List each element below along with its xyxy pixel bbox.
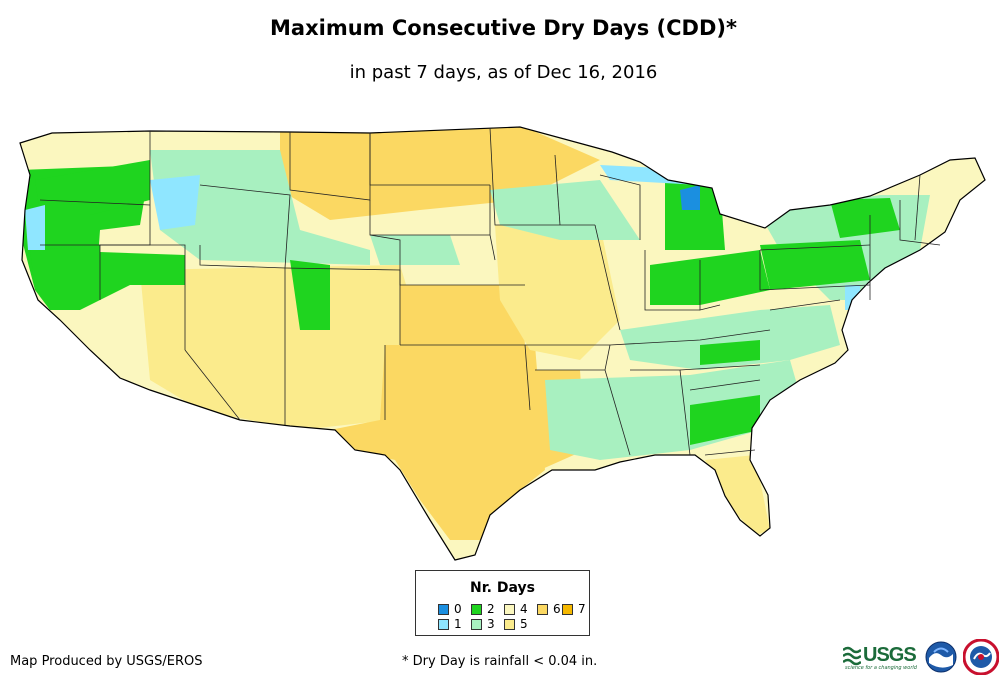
us-outline <box>19 126 986 561</box>
region-texas-6 <box>330 345 545 540</box>
region-appalachian-3 <box>620 305 840 370</box>
legend-item-0: 0 <box>438 603 462 616</box>
legend-title: Nr. Days <box>470 580 535 596</box>
legend-item-4: 4 <box>504 603 528 616</box>
legend-item-7: 7 <box>562 603 586 616</box>
dry-day-footnote: * Dry Day is rainfall < 0.04 in. <box>402 654 598 669</box>
region-ohio-2 <box>650 250 770 305</box>
region-pennsylvania-2 <box>760 240 870 290</box>
region-north-carolina-2 <box>700 340 760 365</box>
usgs-logo: USGS science for a changing world <box>843 644 917 671</box>
legend-item-5: 5 <box>504 618 528 631</box>
region-idaho-1 <box>150 175 200 230</box>
region-mid-atlantic-1 <box>845 285 860 310</box>
usgs-wave-icon <box>843 646 861 666</box>
region-new-york-2 <box>830 198 900 238</box>
region-northern-rockies-3 <box>150 150 370 265</box>
legend-item-1: 1 <box>438 618 462 631</box>
noaa-logo <box>925 641 957 673</box>
map-subtitle: in past 7 days, as of Dec 16, 2016 <box>349 62 658 83</box>
region-california-2 <box>30 245 100 310</box>
region-nevada-2 <box>100 252 185 300</box>
region-nebraska-3 <box>370 235 460 265</box>
region-southwest-5 <box>140 265 420 430</box>
region-colorado-2 <box>290 260 330 330</box>
map-credit: Map Produced by USGS/EROS <box>10 654 203 669</box>
region-michigan-2 <box>665 180 725 250</box>
region-florida-5 <box>705 455 770 535</box>
region-kansas-6 <box>400 285 525 345</box>
region-midwest-5 <box>495 225 620 360</box>
legend: Nr. Days 0 1 2 3 4 5 6 7 <box>415 570 590 636</box>
map-title: Maximum Consecutive Dry Days (CDD)* <box>270 16 737 40</box>
legend-item-2: 2 <box>471 603 495 616</box>
region-michigan-0 <box>680 185 700 210</box>
state-borders <box>39 127 941 456</box>
cdd-fill-regions <box>20 127 985 560</box>
nws-logo <box>963 639 999 675</box>
legend-item-3: 3 <box>471 618 495 631</box>
region-oregon-1 <box>25 205 45 250</box>
region-georgia-2 <box>690 395 760 445</box>
legend-item-6: 6 <box>537 603 561 616</box>
